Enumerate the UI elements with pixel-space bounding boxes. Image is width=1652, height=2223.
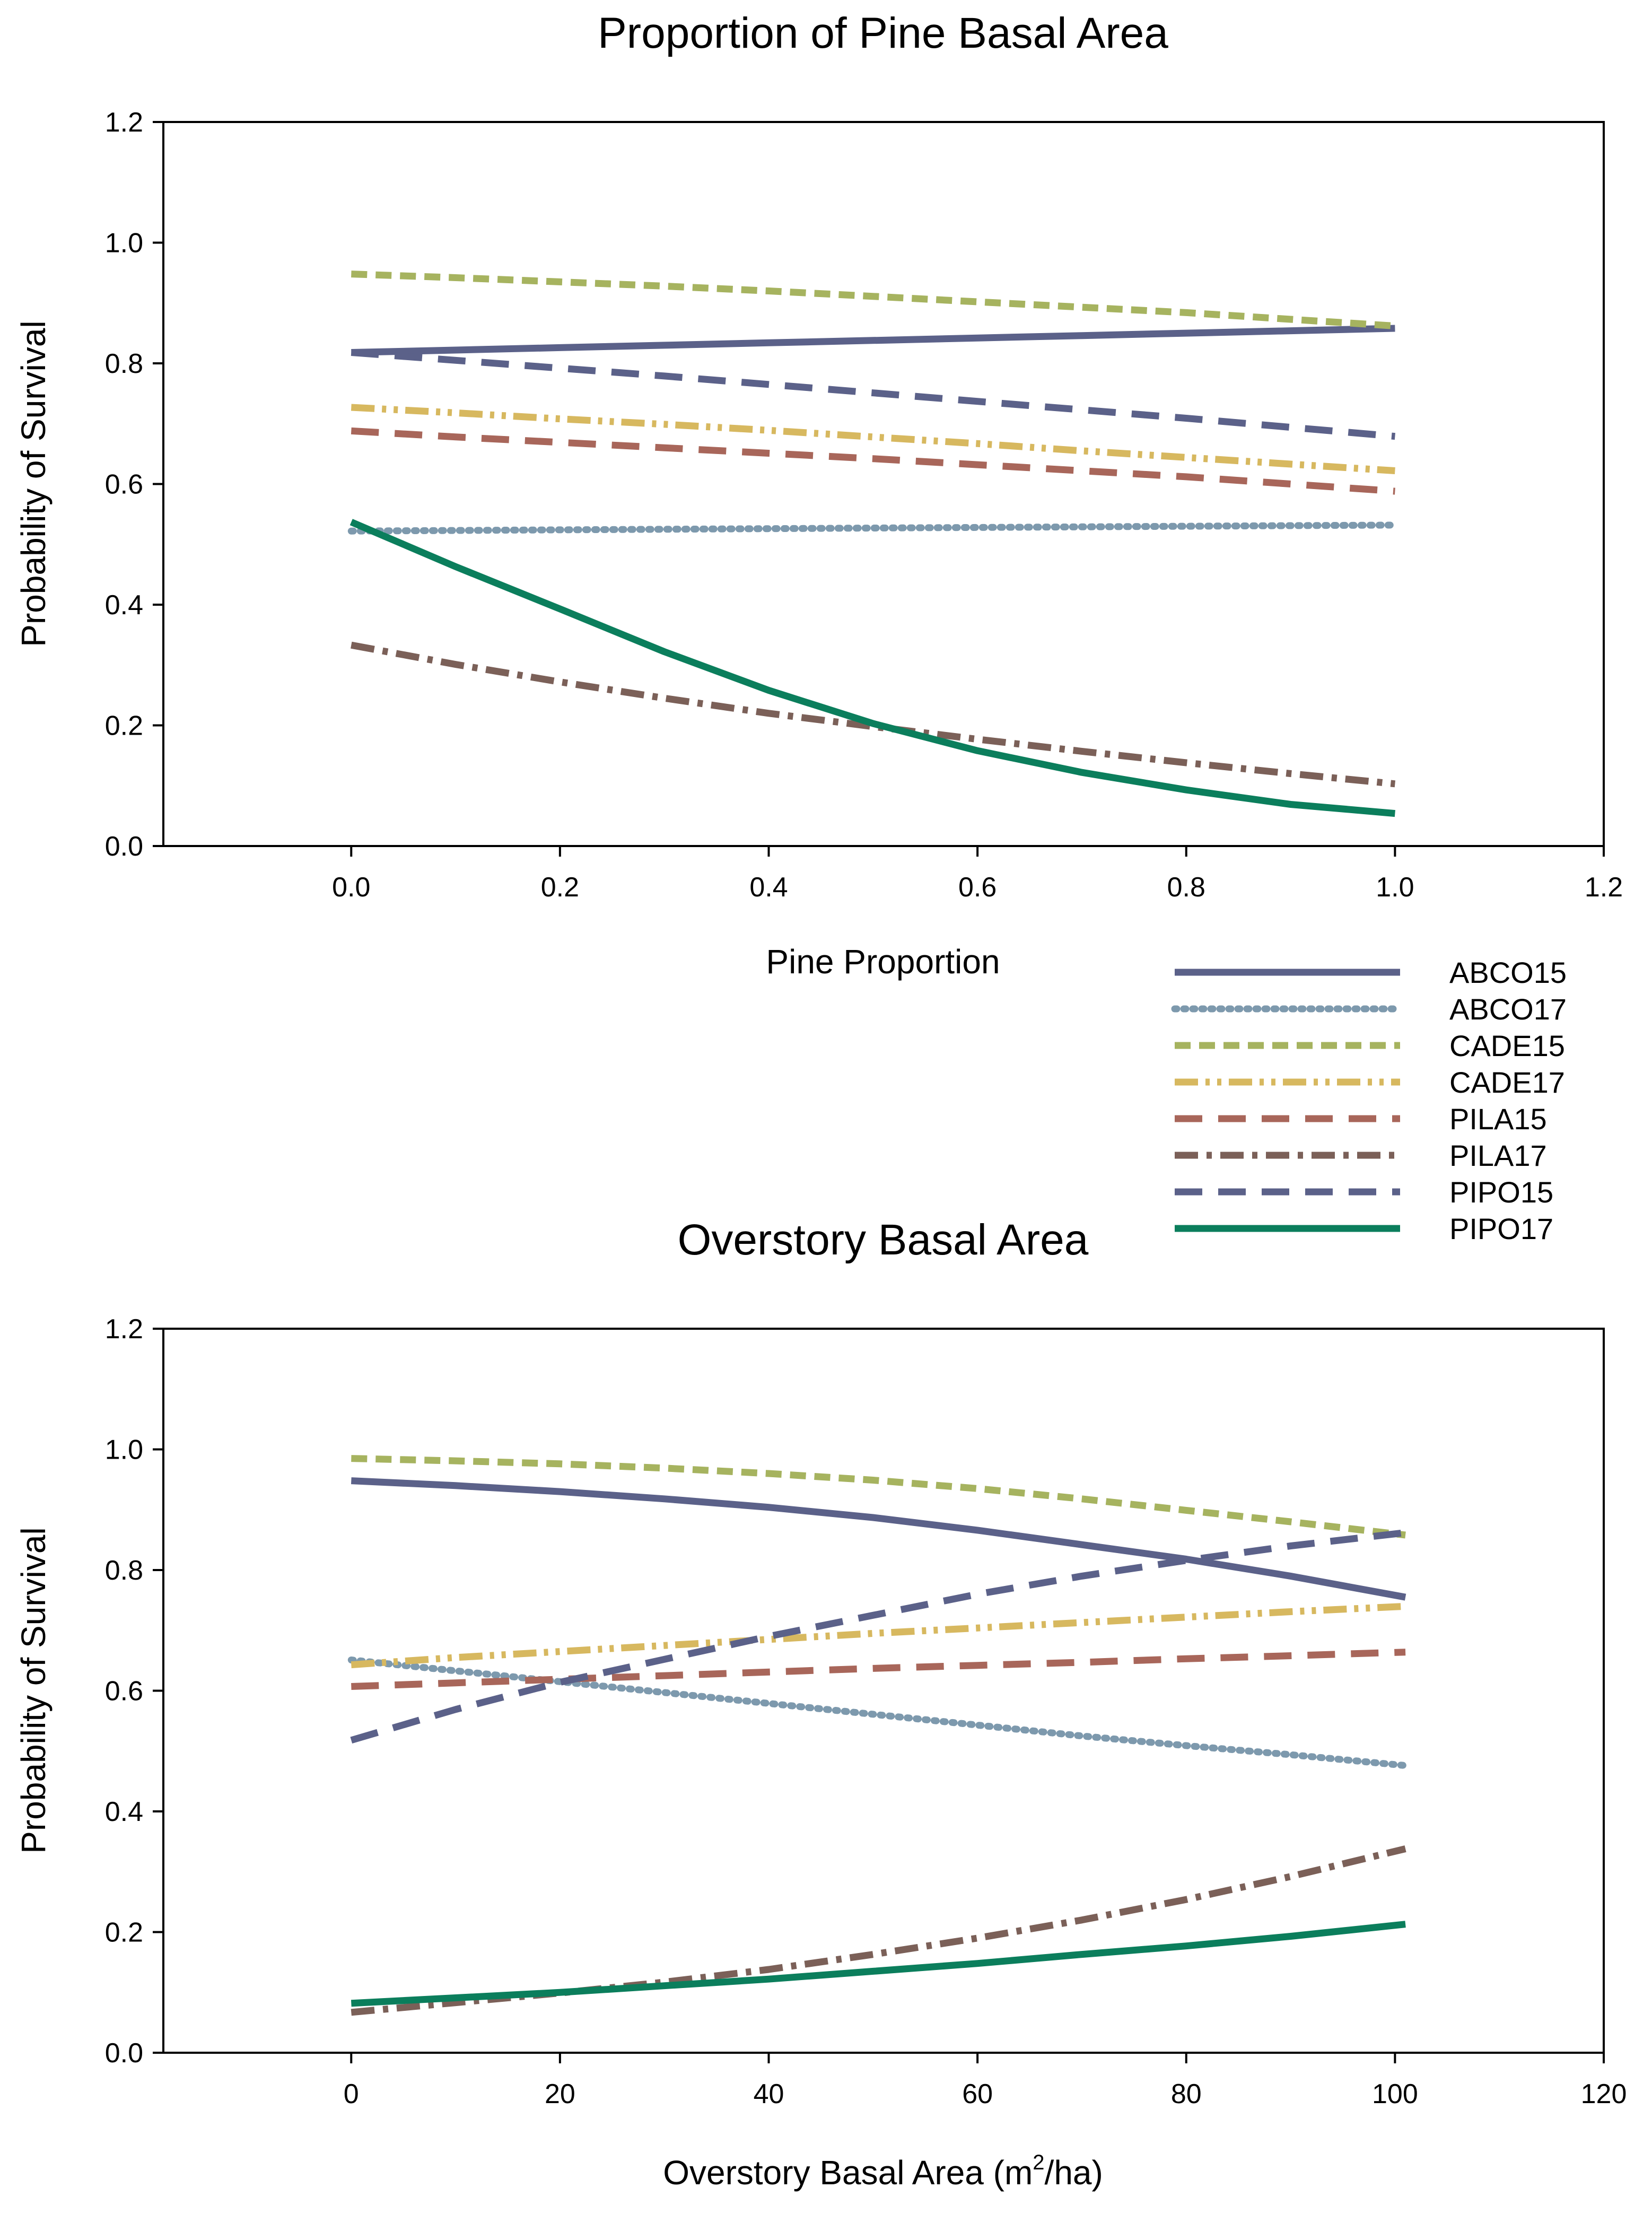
plot-frame — [162, 121, 1605, 847]
y-tick-label: 0.0 — [105, 2038, 143, 2069]
legend-label-abco15: ABCO15 — [1449, 956, 1567, 989]
series-line-abco15 — [351, 1477, 1406, 1601]
series-line-abco17 — [347, 1657, 1409, 1769]
x-axis-title: Pine Proportion — [766, 943, 1000, 981]
x-axis-title-main: Overstory Basal Area (m — [663, 2154, 1033, 2192]
series-line-abco15 — [351, 325, 1395, 356]
series-line-pipo15 — [350, 1529, 1406, 1744]
y-tick-label: 1.2 — [105, 107, 143, 138]
y-tick-label: 0.4 — [105, 1797, 143, 1827]
series-lines — [347, 1455, 1409, 2016]
x-tick-label: 0 — [344, 2079, 359, 2109]
x-axis-title: Overstory Basal Area (m2/ha) — [663, 2151, 1103, 2192]
x-ticks: 0.0 0.2 0.4 0.6 0.8 1.0 1.2 — [332, 846, 1623, 903]
y-tick-label: 1.2 — [105, 1314, 143, 1345]
y-axis-title: Probability of Survival — [14, 320, 53, 647]
x-ticks: 0 20 40 60 80 100 120 — [344, 2053, 1627, 2109]
x-axis-title-superscript: 2 — [1033, 2151, 1044, 2174]
x-tick-label: 0.0 — [332, 872, 370, 903]
series-line-cade15 — [351, 271, 1395, 329]
x-tick-label: 0.4 — [749, 872, 788, 903]
pine-proportion-panel: Proportion of Pine Basal Area 0.0 0.2 0.4 0… — [14, 9, 1623, 981]
x-tick-label: 40 — [754, 2079, 784, 2109]
series-line-cade17 — [351, 404, 1395, 474]
y-axis-title: Probability of Survival — [14, 1527, 53, 1853]
legend-label-pipo17: PIPO17 — [1449, 1212, 1553, 1245]
series-line-abco17 — [347, 521, 1398, 535]
x-tick-label: 100 — [1372, 2079, 1418, 2109]
y-tick-label: 0.4 — [105, 590, 143, 621]
series-line-pipo17 — [349, 519, 1395, 817]
plot-frame — [162, 1328, 1605, 2054]
overstory-basal-area-panel: Overstory Basal Area 0 20 40 60 80 100 120 0.0… — [14, 1216, 1627, 2192]
x-tick-label: 0.2 — [541, 872, 579, 903]
series-line-pila15 — [351, 1649, 1406, 1690]
x-tick-label: 0.6 — [958, 872, 997, 903]
chart-title: Proportion of Pine Basal Area — [598, 9, 1168, 57]
x-tick-label: 1.2 — [1585, 872, 1623, 903]
legend-label-pila17: PILA17 — [1449, 1139, 1547, 1172]
series-line-cade17 — [351, 1602, 1406, 1669]
y-tick-label: 0.6 — [105, 1676, 143, 1707]
series-line-cade15 — [351, 1455, 1406, 1539]
y-tick-label: 0.8 — [105, 348, 143, 379]
y-tick-label: 1.0 — [105, 1435, 143, 1466]
y-tick-label: 1.0 — [105, 228, 143, 259]
legend-label-abco17: ABCO17 — [1449, 992, 1567, 1026]
series-line-pila17 — [351, 1845, 1406, 2016]
y-tick-label: 0.6 — [105, 469, 143, 500]
series-line-pila15 — [351, 427, 1395, 495]
legend: ABCO15ABCO17CADE15CADE17PILA15PILA17PIPO… — [1171, 956, 1567, 1245]
chart-title: Overstory Basal Area — [678, 1216, 1089, 1264]
x-tick-label: 1.0 — [1376, 872, 1414, 903]
y-tick-label: 0.2 — [105, 711, 143, 742]
legend-label-cade15: CADE15 — [1449, 1029, 1565, 1062]
legend-label-pipo15: PIPO15 — [1449, 1175, 1553, 1209]
x-tick-label: 20 — [545, 2079, 575, 2109]
x-tick-label: 80 — [1171, 2079, 1202, 2109]
series-line-pipo15 — [351, 349, 1395, 440]
x-axis-title-end: /ha) — [1045, 2154, 1103, 2192]
series-line-pipo17 — [351, 1921, 1406, 2007]
series-lines — [347, 271, 1398, 817]
legend-label-pila15: PILA15 — [1449, 1102, 1547, 1136]
x-tick-label: 120 — [1581, 2079, 1627, 2109]
y-tick-label: 0.0 — [105, 831, 143, 862]
x-tick-label: 60 — [962, 2079, 993, 2109]
y-tick-label: 0.8 — [105, 1555, 143, 1586]
legend-label-cade17: CADE17 — [1449, 1066, 1565, 1099]
series-line-pila17 — [351, 641, 1396, 788]
y-tick-label: 0.2 — [105, 1917, 143, 1948]
y-ticks: 0.0 0.2 0.4 0.6 0.8 1.0 1.2 — [105, 107, 163, 862]
x-tick-label: 0.8 — [1167, 872, 1205, 903]
y-ticks: 0.0 0.2 0.4 0.6 0.8 1.0 1.2 — [105, 1314, 163, 2069]
